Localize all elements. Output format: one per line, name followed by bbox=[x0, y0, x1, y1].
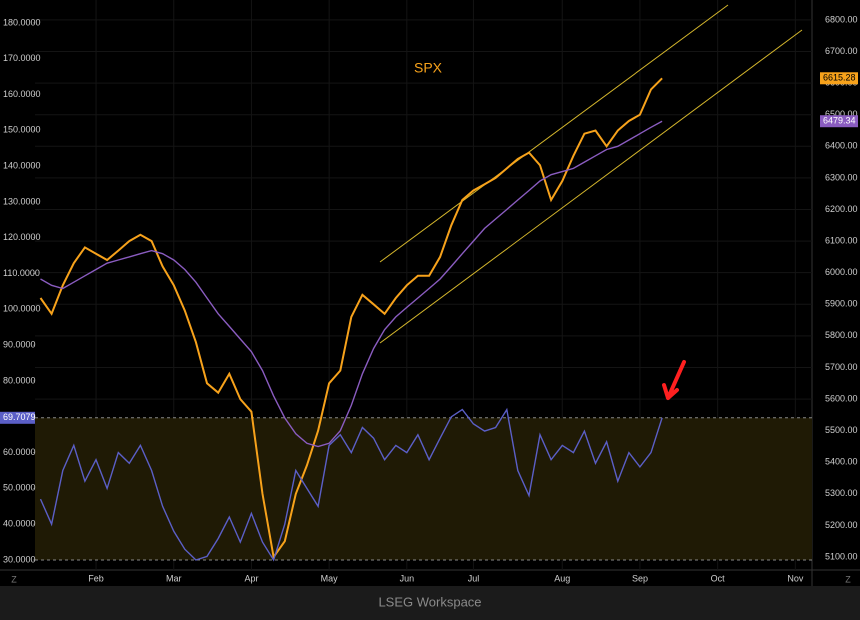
y-tick-label: 6100.00 bbox=[825, 235, 858, 245]
y-tick-label: 6000.00 bbox=[825, 267, 858, 277]
arrow-annotation bbox=[662, 360, 686, 400]
y2-tick-label: 170.0000 bbox=[3, 53, 41, 63]
y2-tick-label: 90.0000 bbox=[3, 340, 36, 350]
x-tick-label: Aug bbox=[554, 573, 570, 583]
chart-title: SPX bbox=[414, 60, 443, 76]
band-layer bbox=[35, 417, 812, 561]
marks bbox=[39, 77, 663, 562]
y2-tick-label: 40.0000 bbox=[3, 519, 36, 529]
x-tick-label: Apr bbox=[244, 573, 258, 583]
y2-tick-label: 60.0000 bbox=[3, 447, 36, 457]
x-tick-label: Jul bbox=[468, 573, 480, 583]
channel-lower bbox=[379, 29, 803, 344]
series-line bbox=[39, 407, 663, 562]
y2-tick-label: 120.0000 bbox=[3, 232, 41, 242]
y-tick-label: 6400.00 bbox=[825, 141, 858, 151]
y-tick-label: 5500.00 bbox=[825, 425, 858, 435]
y-tick-label: 5700.00 bbox=[825, 362, 858, 372]
y-tick-label: 6700.00 bbox=[825, 46, 858, 56]
value-tag-label: 6479.34 bbox=[823, 116, 856, 126]
y2-tick-label: 80.0000 bbox=[3, 375, 36, 385]
corner-label: Z bbox=[11, 574, 17, 584]
y2-tick-label: 150.0000 bbox=[3, 125, 41, 135]
footer-text: LSEG Workspace bbox=[378, 594, 481, 609]
y-tick-label: 6300.00 bbox=[825, 172, 858, 182]
x-tick-label: Jun bbox=[400, 573, 415, 583]
value-tag-label: 6615.28 bbox=[823, 73, 856, 83]
y-tick-label: 5200.00 bbox=[825, 520, 858, 530]
y-tick-label: 6500.00 bbox=[825, 109, 858, 119]
y2-tick-label: 180.0000 bbox=[3, 17, 41, 27]
y-tick-label: 5800.00 bbox=[825, 330, 858, 340]
y2-tick-label: 140.0000 bbox=[3, 161, 41, 171]
series-line bbox=[40, 120, 663, 448]
footer-bar bbox=[0, 586, 860, 620]
value-tag bbox=[820, 72, 858, 85]
y2-tick-label: 110.0000 bbox=[3, 268, 40, 278]
y2-tick-label: 160.0000 bbox=[3, 89, 41, 99]
y-tick-label: 5400.00 bbox=[825, 457, 858, 467]
oscillator-band bbox=[35, 417, 812, 560]
y-tick-label: 5100.00 bbox=[825, 551, 858, 561]
y2-tick-label: 30.0000 bbox=[3, 554, 36, 564]
value-tag bbox=[820, 115, 858, 128]
value-tag-label: 69.7079 bbox=[3, 412, 36, 422]
y-tick-label: 6800.00 bbox=[825, 14, 858, 24]
channel-upper bbox=[379, 4, 729, 263]
x-tick-label: Nov bbox=[787, 573, 804, 583]
y-tick-label: 5900.00 bbox=[825, 299, 858, 309]
y2-tick-label: 100.0000 bbox=[3, 304, 41, 314]
y-tick-label: 6200.00 bbox=[825, 204, 858, 214]
x-tick-label: May bbox=[321, 573, 339, 583]
x-tick-label: Oct bbox=[711, 573, 726, 583]
y-tick-label: 5300.00 bbox=[825, 488, 858, 498]
x-tick-label: Sep bbox=[632, 573, 648, 583]
y2-tick-label: 50.0000 bbox=[3, 483, 36, 493]
y-tick-label: 5600.00 bbox=[825, 393, 858, 403]
corner-label: Z bbox=[845, 574, 851, 584]
x-tick-label: Mar bbox=[166, 573, 182, 583]
series-line bbox=[39, 77, 663, 560]
x-tick-label: Feb bbox=[88, 573, 104, 583]
labels: 5100.00 5200.00 5300.00 5400.00 5500.00 5600.… bbox=[0, 14, 858, 583]
value-tag bbox=[0, 411, 35, 424]
y2-tick-label: 130.0000 bbox=[3, 196, 41, 206]
